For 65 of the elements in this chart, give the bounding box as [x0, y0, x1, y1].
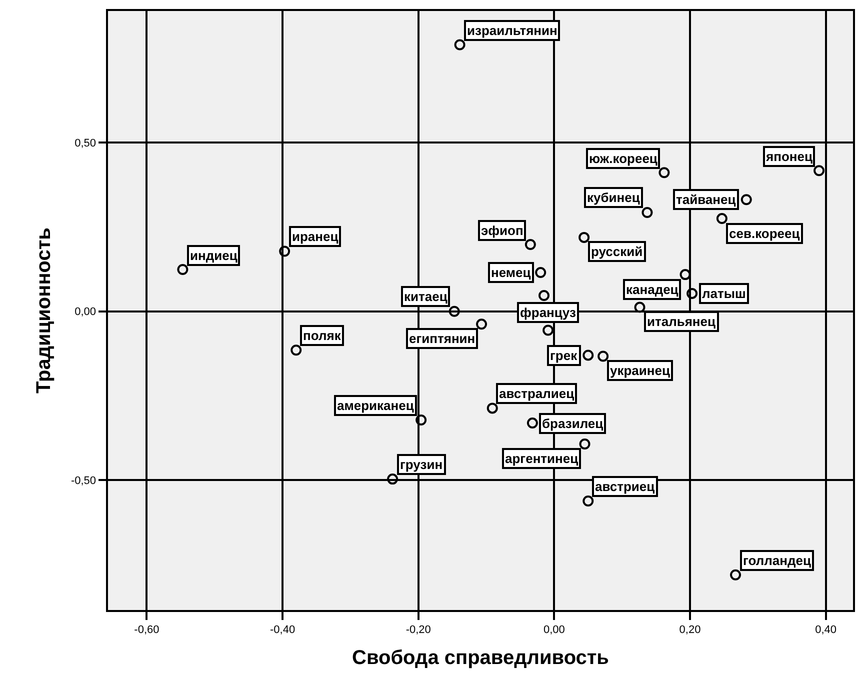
point	[535, 267, 546, 278]
annotation: японец	[766, 149, 812, 164]
point	[542, 324, 554, 336]
annotation: египтянин	[409, 331, 476, 346]
point	[578, 232, 590, 243]
point	[582, 350, 594, 361]
point	[740, 194, 752, 206]
point	[642, 206, 653, 218]
annotation: аргентинец	[505, 451, 578, 466]
annotation: бразилец	[542, 416, 604, 431]
annotation: голландец	[743, 553, 811, 568]
annotation: грузин	[400, 457, 443, 472]
x-tick-label: 0,20	[679, 624, 701, 636]
annotation: немец	[491, 265, 531, 280]
point	[598, 350, 609, 362]
point	[448, 306, 460, 317]
point	[538, 290, 550, 301]
annotation: тайванец	[676, 192, 736, 207]
annotation: китаец	[404, 289, 448, 304]
annotation: канадец	[626, 282, 678, 297]
x-tick-label: 0,40	[815, 624, 837, 636]
point	[582, 496, 594, 506]
point	[686, 288, 698, 299]
point	[634, 302, 646, 313]
annotation: юж.кореец	[589, 151, 658, 166]
annotation: русский	[591, 244, 643, 259]
annotation: кубинец	[587, 190, 640, 205]
annotation: израильтянин	[467, 23, 558, 38]
annotation: австриец	[595, 479, 655, 494]
point	[279, 246, 290, 257]
annotation: француз	[520, 305, 576, 320]
point	[476, 318, 488, 330]
x-tick-label: 0,00	[543, 624, 565, 636]
annotation: итальянец	[647, 314, 716, 329]
point	[716, 213, 728, 224]
y-tick-label: 0,50	[74, 137, 96, 150]
point	[730, 569, 742, 580]
point	[658, 167, 670, 178]
annotation: поляк	[303, 328, 342, 343]
point	[290, 344, 302, 356]
annotation: американец	[337, 398, 414, 413]
annotation: сев.кореец	[729, 226, 800, 241]
y-axis-title: Традиционность	[32, 228, 55, 394]
point	[454, 39, 466, 50]
point	[416, 414, 427, 426]
point	[579, 438, 590, 450]
x-tick-label: -0,20	[406, 624, 431, 636]
point	[814, 165, 825, 176]
annotation: эфиоп	[481, 223, 524, 238]
annotation: иранец	[292, 229, 338, 244]
annotation: австралиец	[499, 386, 574, 401]
annotation: грек	[550, 348, 578, 363]
x-tick-label: -0,60	[134, 624, 160, 636]
annotation: украинец	[610, 363, 670, 378]
annotation: индиец	[190, 248, 238, 263]
point	[524, 239, 536, 250]
y-tick-label: -0,50	[70, 474, 96, 487]
point	[177, 264, 188, 275]
annotation: латыш	[702, 286, 746, 301]
point	[526, 418, 538, 429]
y-tick-label: 0,00	[74, 306, 96, 318]
point	[387, 474, 398, 485]
x-tick-label: -0,40	[270, 624, 296, 636]
point	[486, 402, 498, 414]
x-axis-title: Свобода справедливость	[352, 646, 609, 669]
